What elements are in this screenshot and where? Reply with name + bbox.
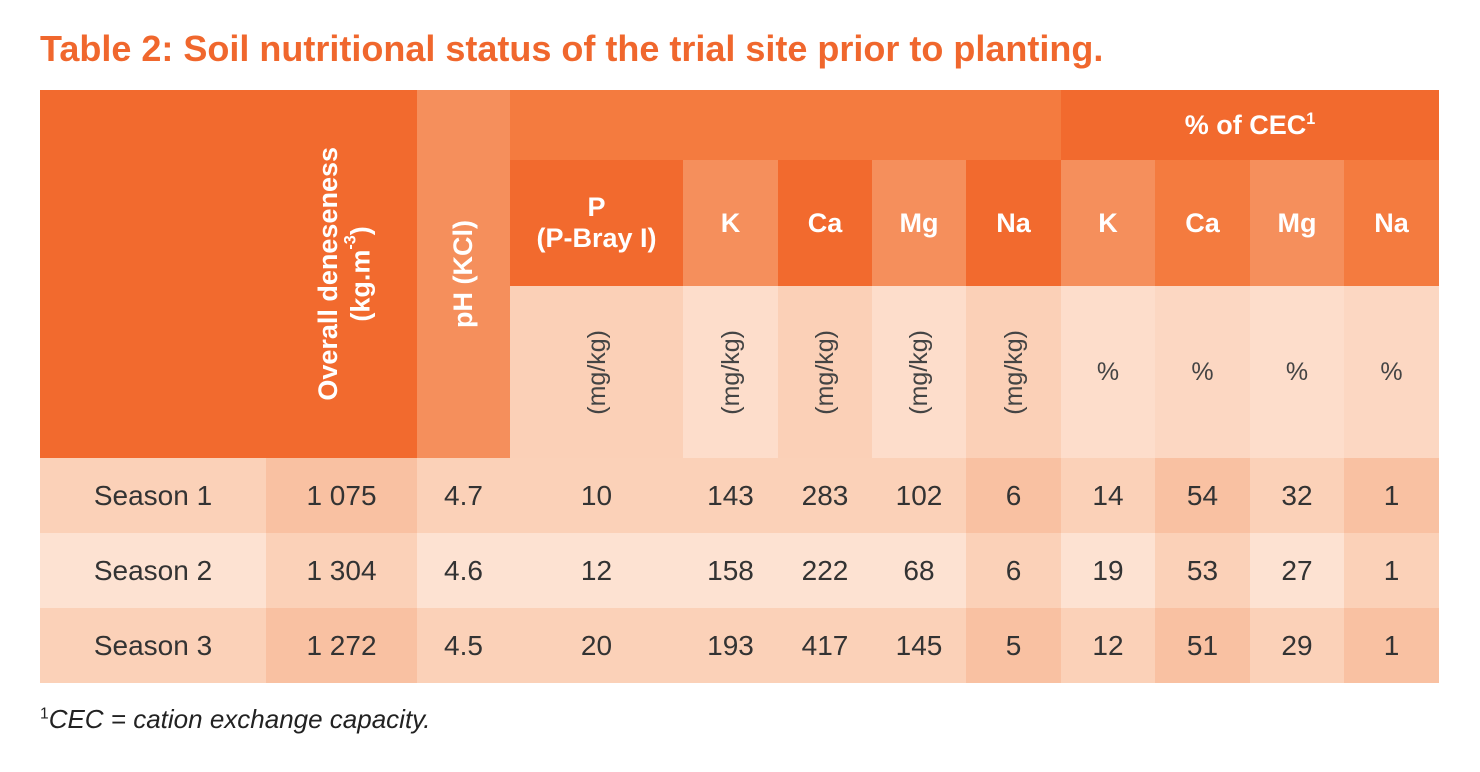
row-label: Season 3 — [40, 608, 266, 683]
table-row: Season 3 1 272 4.5 20 193 417 145 5 12 5… — [40, 608, 1440, 683]
cell-density: 1 075 — [266, 458, 417, 533]
soil-nutrition-table: Overall deneseness (kg.m-3) pH (KCl) % o… — [40, 90, 1440, 683]
cell-ca: 222 — [778, 533, 872, 608]
ph-header: pH (KCl) — [417, 90, 510, 458]
cell-cec-ca: 53 — [1155, 533, 1250, 608]
cell-k: 193 — [683, 608, 778, 683]
ph-header-label: pH (KCl) — [448, 220, 479, 328]
cell-ph: 4.7 — [417, 458, 510, 533]
cell-cec-na: 1 — [1344, 533, 1440, 608]
cell-cec-ca: 51 — [1155, 608, 1250, 683]
unit-cec-mg: % — [1250, 286, 1344, 458]
col-header-k: K — [683, 160, 778, 286]
cell-cec-mg: 29 — [1250, 608, 1344, 683]
cell-ph: 4.6 — [417, 533, 510, 608]
table-row: Season 2 1 304 4.6 12 158 222 68 6 19 53… — [40, 533, 1440, 608]
unit-p: (mg/kg) — [510, 286, 683, 458]
cell-density: 1 272 — [266, 608, 417, 683]
unit-cec-ca: % — [1155, 286, 1250, 458]
cell-cec-na: 1 — [1344, 608, 1440, 683]
cell-ph: 4.5 — [417, 608, 510, 683]
unit-na: (mg/kg) — [966, 286, 1061, 458]
col-header-cec-k: K — [1061, 160, 1155, 286]
nutrient-group-header — [510, 90, 1061, 160]
cell-p: 20 — [510, 608, 683, 683]
cell-cec-mg: 27 — [1250, 533, 1344, 608]
cell-p: 12 — [510, 533, 683, 608]
footnote: 1CEC = cation exchange capacity. — [40, 704, 431, 734]
density-header-label: Overall deneseness — [313, 147, 344, 401]
cell-na: 5 — [966, 608, 1061, 683]
unit-mg: (mg/kg) — [872, 286, 966, 458]
cell-mg: 68 — [872, 533, 966, 608]
col-header-p: P (P-Bray I) — [510, 160, 683, 286]
unit-k: (mg/kg) — [683, 286, 778, 458]
cell-cec-k: 14 — [1061, 458, 1155, 533]
cell-na: 6 — [966, 458, 1061, 533]
col-header-cec-na: Na — [1344, 160, 1440, 286]
density-header: Overall deneseness (kg.m-3) — [40, 90, 417, 458]
col-header-na: Na — [966, 160, 1061, 286]
cell-ca: 283 — [778, 458, 872, 533]
unit-cec-k: % — [1061, 286, 1155, 458]
row-label: Season 1 — [40, 458, 266, 533]
density-header-unit: (kg.m-3) — [341, 226, 376, 322]
col-header-ca: Ca — [778, 160, 872, 286]
cell-cec-ca: 54 — [1155, 458, 1250, 533]
cec-group-header: % of CEC1 — [1061, 90, 1440, 160]
unit-ca: (mg/kg) — [778, 286, 872, 458]
table-title: Table 2: Soil nutritional status of the … — [40, 28, 1104, 69]
cell-k: 158 — [683, 533, 778, 608]
cell-na: 6 — [966, 533, 1061, 608]
cell-mg: 145 — [872, 608, 966, 683]
cell-cec-k: 12 — [1061, 608, 1155, 683]
cell-cec-na: 1 — [1344, 458, 1440, 533]
row-label: Season 2 — [40, 533, 266, 608]
cell-k: 143 — [683, 458, 778, 533]
cell-cec-k: 19 — [1061, 533, 1155, 608]
cell-p: 10 — [510, 458, 683, 533]
col-header-mg: Mg — [872, 160, 966, 286]
unit-cec-na: % — [1344, 286, 1440, 458]
col-header-cec-ca: Ca — [1155, 160, 1250, 286]
cell-density: 1 304 — [266, 533, 417, 608]
table-row: Season 1 1 075 4.7 10 143 283 102 6 14 5… — [40, 458, 1440, 533]
cell-cec-mg: 32 — [1250, 458, 1344, 533]
col-header-cec-mg: Mg — [1250, 160, 1344, 286]
cell-mg: 102 — [872, 458, 966, 533]
cell-ca: 417 — [778, 608, 872, 683]
